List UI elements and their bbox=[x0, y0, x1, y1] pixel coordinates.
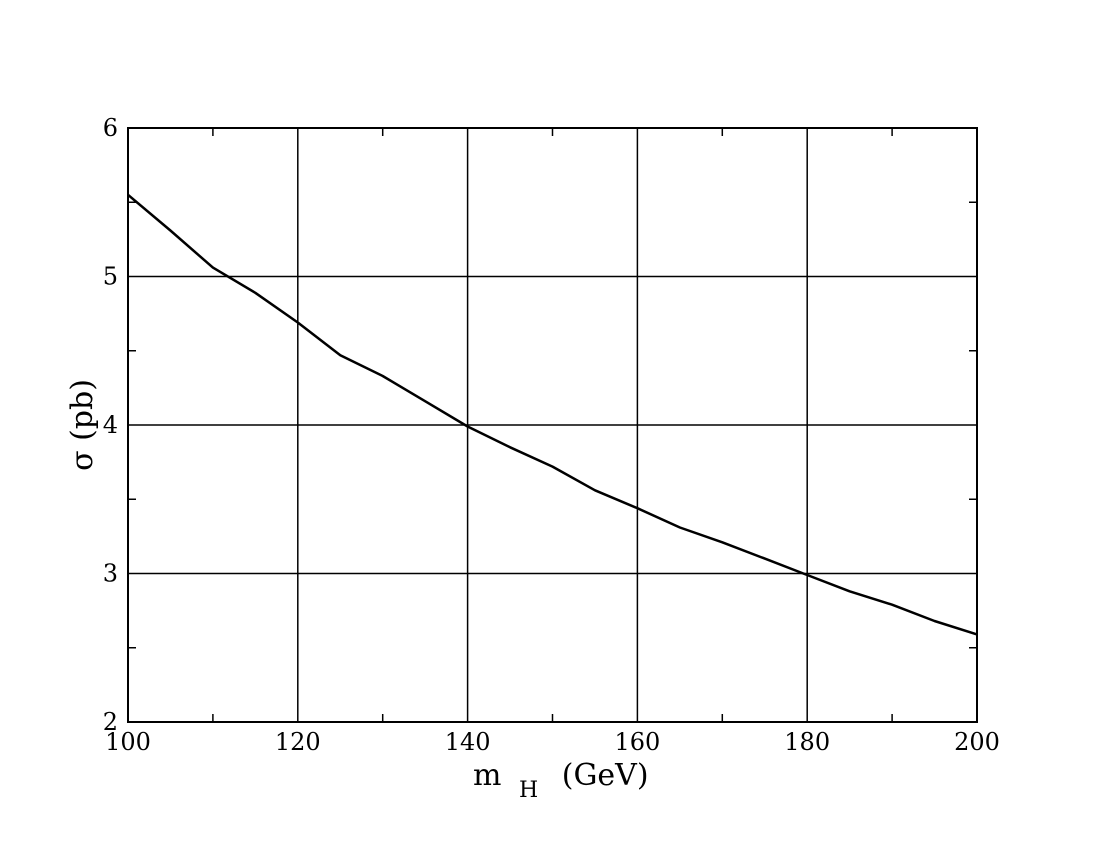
x-axis-title: m H (GeV) bbox=[473, 758, 649, 805]
y-tick-label: 3 bbox=[103, 560, 118, 588]
minor-ticks bbox=[128, 128, 977, 722]
x-tick-label: 180 bbox=[784, 728, 830, 756]
x-tick-labels: 100 120 140 160 180 200 bbox=[105, 728, 1000, 756]
x-tick-label: 100 bbox=[105, 728, 151, 756]
y-tick-labels: 2 3 4 5 6 bbox=[103, 114, 118, 736]
y-tick-label: 6 bbox=[103, 114, 118, 142]
series-layer bbox=[127, 193, 978, 636]
x-axis-title-unit: (GeV) bbox=[562, 758, 649, 793]
plot-frame bbox=[127, 127, 978, 723]
y-tick-label: 5 bbox=[103, 263, 118, 291]
y-axis-title: σ (pb) bbox=[65, 379, 100, 471]
x-axis-title-main: m bbox=[473, 758, 501, 793]
x-axis-title-subscript: H bbox=[519, 778, 538, 803]
x-tick-label: 120 bbox=[275, 728, 321, 756]
y-tick-label: 4 bbox=[103, 411, 118, 439]
series-line bbox=[127, 193, 978, 636]
x-tick-label: 160 bbox=[614, 728, 660, 756]
x-tick-label: 200 bbox=[954, 728, 1000, 756]
y-tick-label: 2 bbox=[103, 708, 118, 736]
grid-lines bbox=[128, 128, 977, 722]
x-tick-label: 140 bbox=[445, 728, 491, 756]
